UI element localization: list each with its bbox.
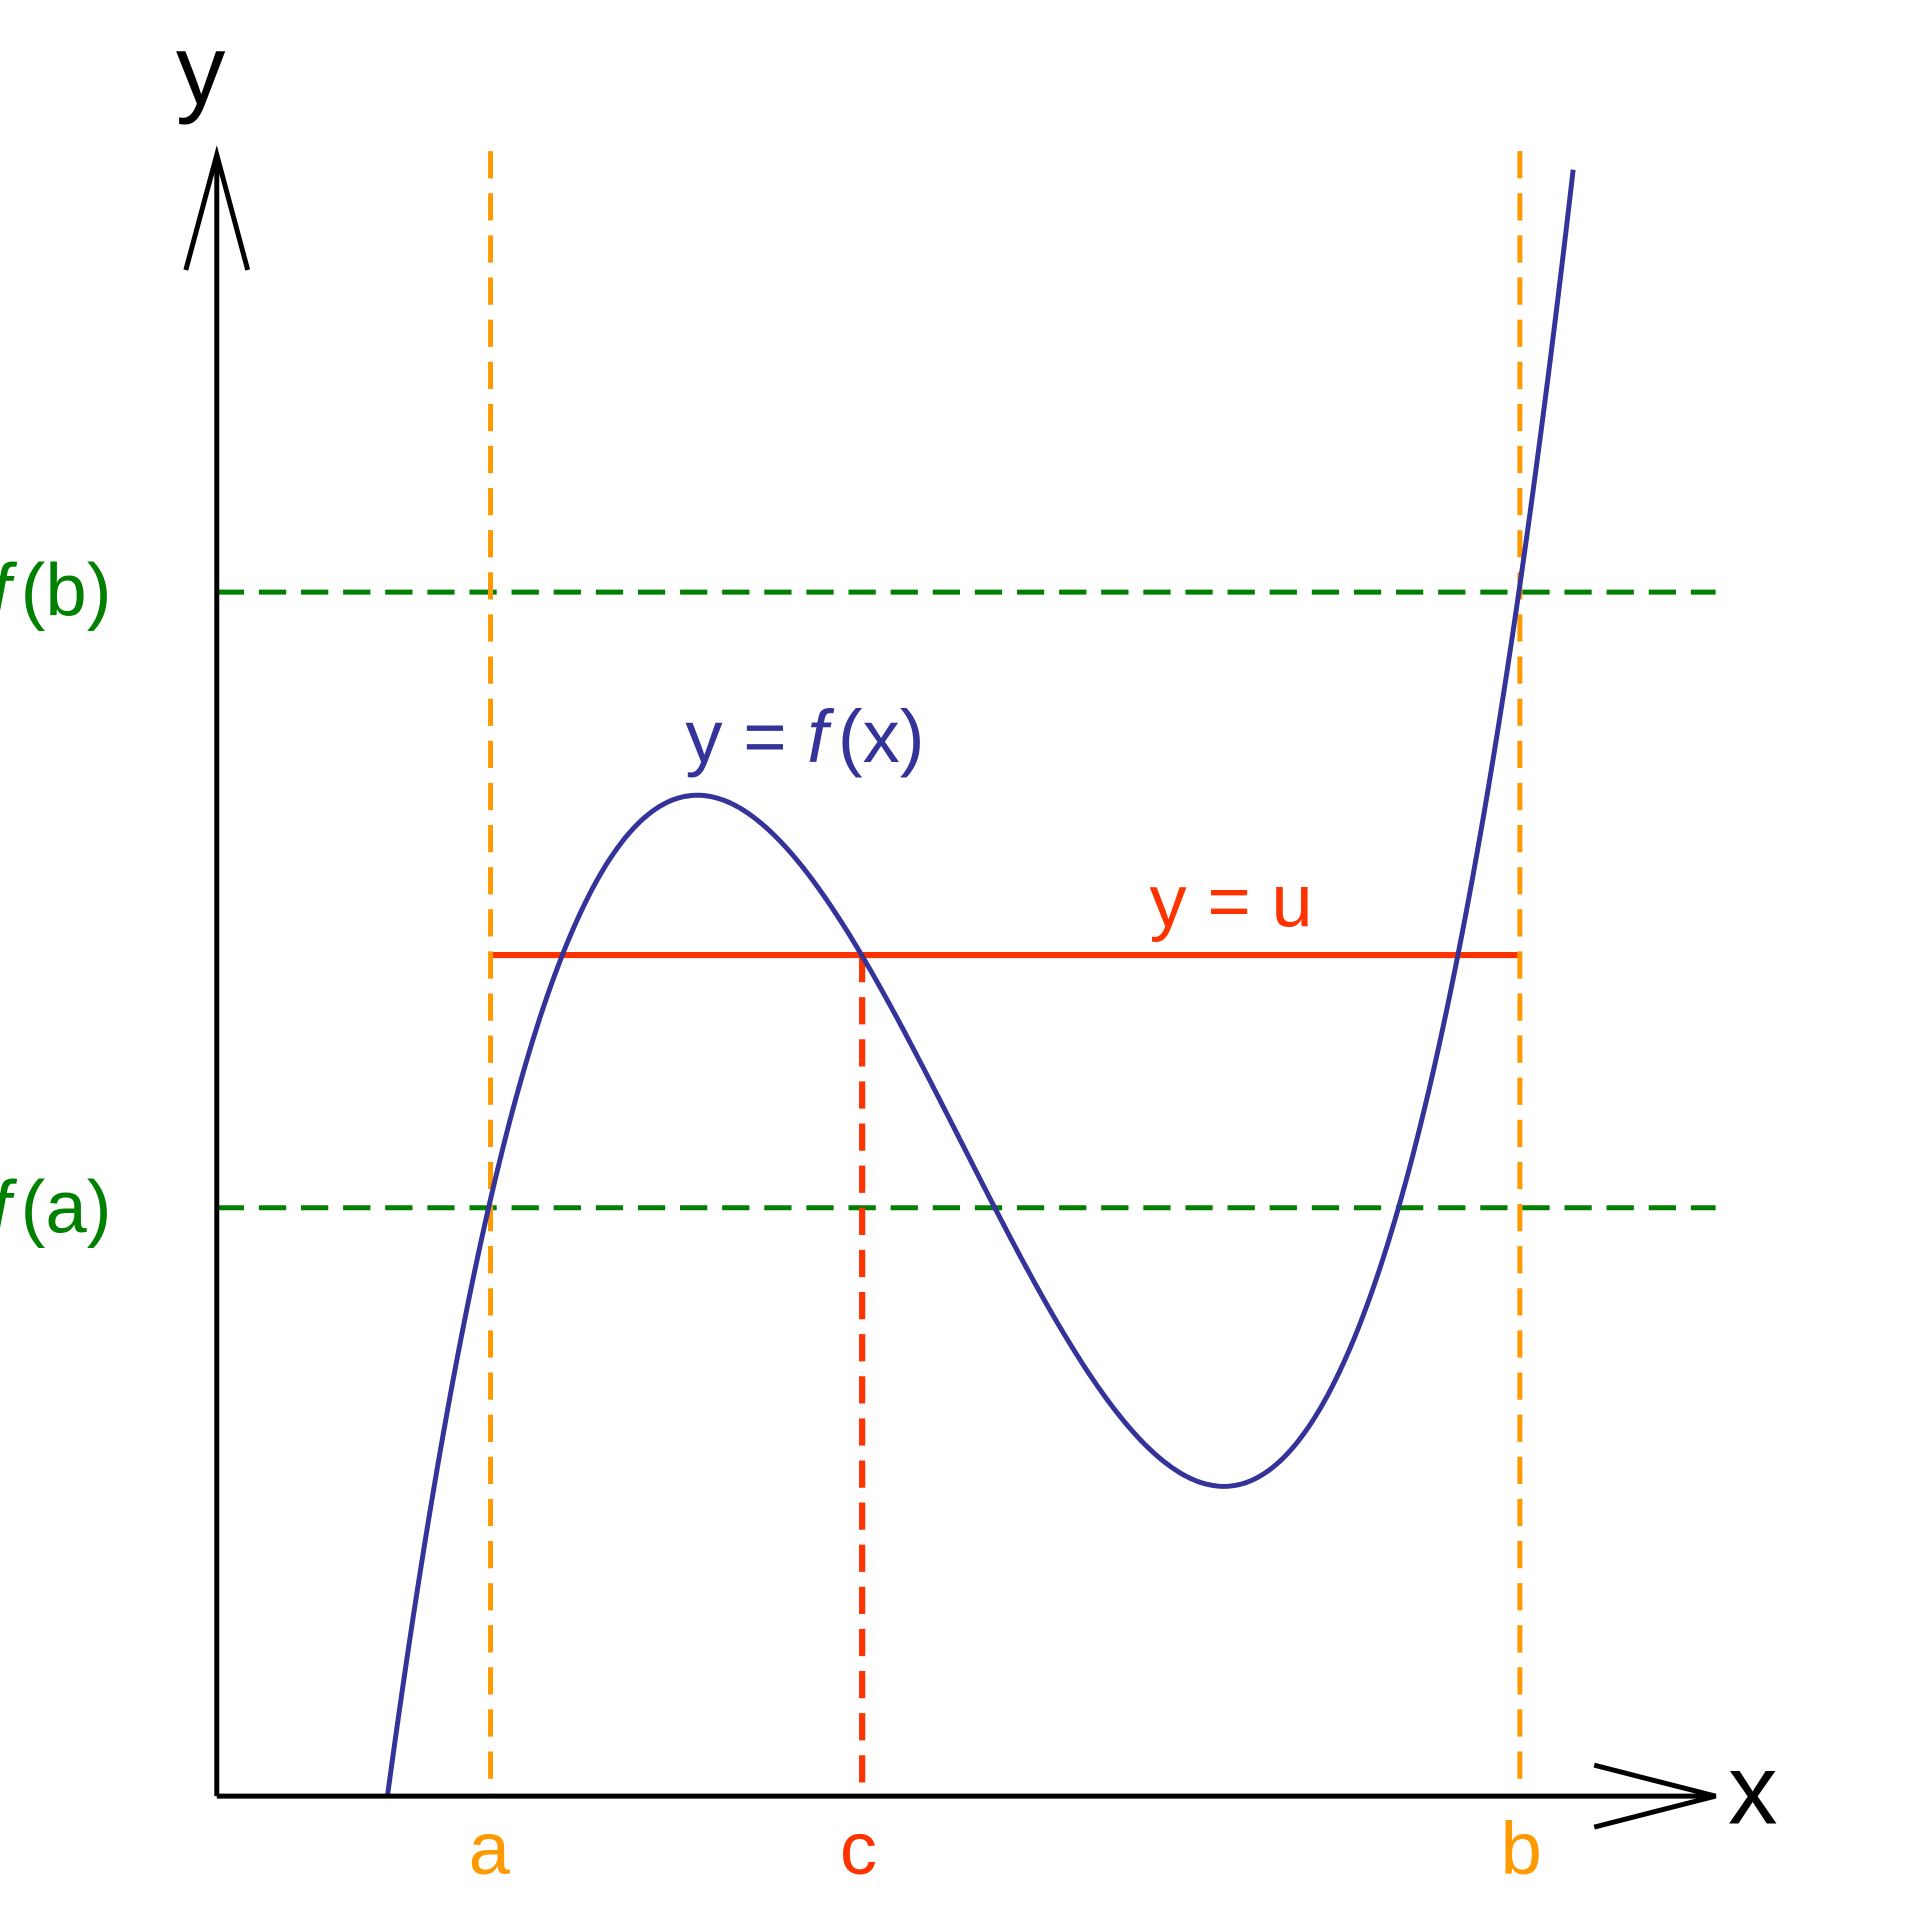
label-part: f <box>807 695 835 778</box>
y-axis-label: y <box>176 14 226 125</box>
label-part: (x) <box>838 695 925 778</box>
a-label: a <box>469 1807 511 1890</box>
label-part: f <box>0 1166 18 1249</box>
u-label: y = u <box>1150 860 1313 943</box>
label-part: (a) <box>21 1166 112 1249</box>
x-axis-label: x <box>1728 1733 1778 1844</box>
function-curve <box>385 169 1576 1795</box>
level-lines <box>216 589 1716 1211</box>
x-arrow <box>1593 1762 1717 1830</box>
label-part: f <box>0 549 18 632</box>
curve-label: y = f (x) <box>582 695 986 778</box>
f-b-label: f(b) <box>0 549 173 632</box>
c-label: c <box>840 1807 877 1890</box>
label-part: (b) <box>21 549 112 632</box>
bound-lines <box>488 151 1523 1797</box>
axes <box>183 145 1717 1830</box>
b-label: b <box>1500 1807 1541 1890</box>
f-a-label: f(a) <box>0 1166 173 1249</box>
label-part: y = <box>685 695 807 778</box>
y-arrow <box>183 145 251 271</box>
